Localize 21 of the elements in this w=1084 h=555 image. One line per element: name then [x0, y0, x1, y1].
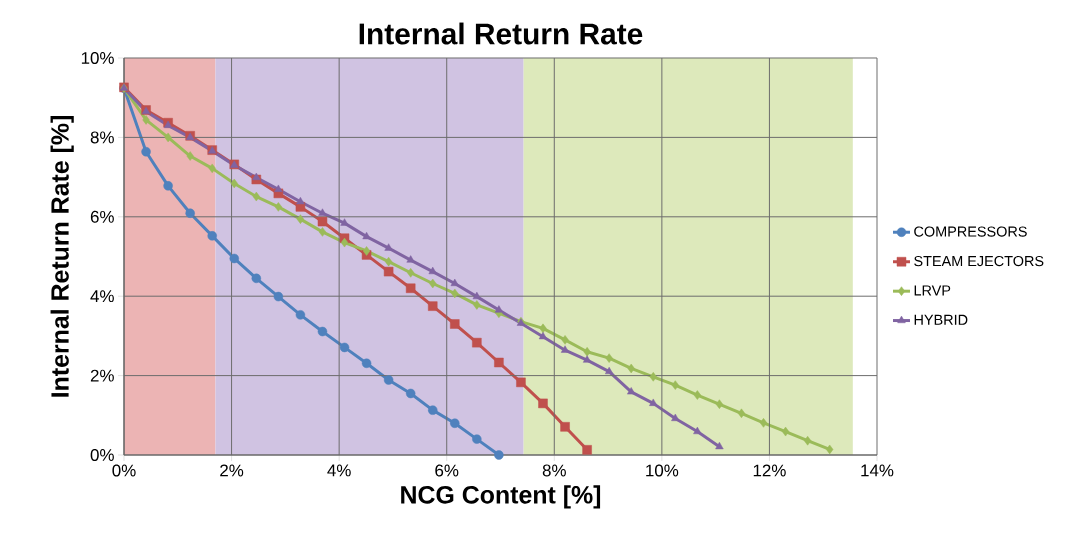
y-tick-label: 0% [90, 449, 114, 461]
x-tick-label: 4% [327, 464, 351, 477]
y-tick-label: 2% [90, 369, 114, 382]
legend-label: COMPRESSORS [914, 226, 1027, 237]
x-tick-label: 12% [753, 464, 786, 477]
x-tick-label: 0% [112, 464, 136, 477]
x-tick-label: 10% [646, 464, 679, 477]
chart-title: Internal Return Rate [359, 22, 643, 45]
x-tick-label: 8% [542, 464, 566, 477]
y-tick-label: 10% [81, 52, 114, 64]
x-tick-label: 2% [220, 464, 244, 477]
x-tick-label: 14% [861, 464, 894, 477]
y-tick-label: 4% [90, 290, 114, 303]
x-tick-label: 6% [435, 464, 459, 477]
y-axis-title: Internal Return Rate [%] [50, 116, 74, 397]
x-axis-title: NCG Content [%] [401, 485, 601, 509]
y-tick-label: 6% [90, 210, 114, 223]
legend-label: STEAM EJECTORS [914, 255, 1044, 267]
y-tick-label: 8% [90, 131, 114, 144]
legend-label: HYBRID [914, 314, 968, 325]
legend-label: LRVP [914, 285, 951, 296]
